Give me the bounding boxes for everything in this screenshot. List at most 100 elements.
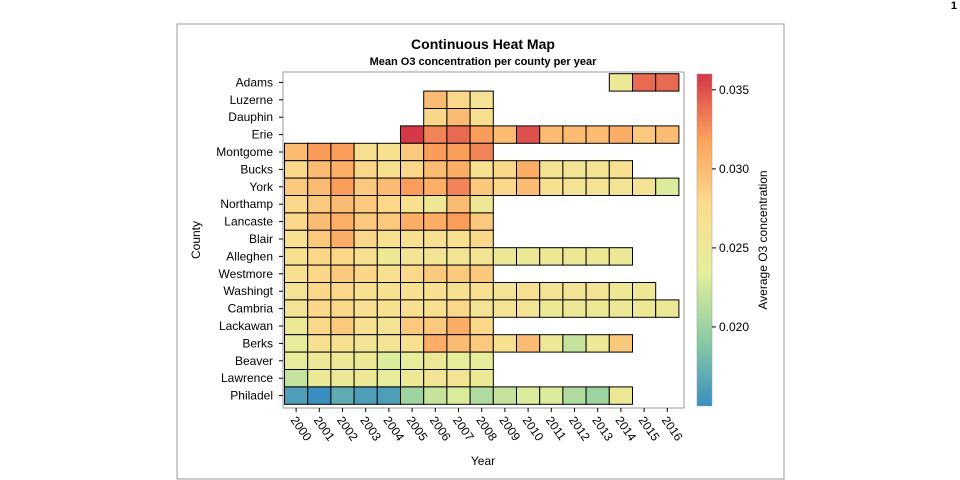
heatmap-cell: [446, 229, 471, 249]
heatmap-cell: [330, 334, 355, 353]
heatmap-cells: [284, 73, 680, 405]
heatmap-cell: [632, 299, 657, 318]
heatmap-cell: [284, 334, 309, 353]
heatmap-cell: [423, 160, 448, 179]
heatmap-cell: [423, 351, 448, 371]
heatmap-cell: [446, 282, 471, 301]
heatmap-cell: [562, 299, 587, 318]
heatmap-cell: [400, 299, 425, 318]
heatmap-cell: [632, 125, 657, 144]
heatmap-cell: [307, 229, 332, 249]
heatmap-cell: [492, 160, 517, 179]
heatmap-cell: [400, 142, 425, 162]
heatmap-cell: [353, 247, 378, 266]
chart-subtitle: Mean O3 concentration per county per yea…: [370, 56, 598, 68]
x-tick-label: 2009: [496, 414, 523, 444]
heatmap-cell: [400, 177, 425, 197]
heatmap-cell: [376, 282, 401, 301]
heatmap-cell: [423, 177, 448, 197]
heatmap-cell: [516, 334, 541, 353]
heatmap-cell: [446, 212, 471, 231]
heatmap-cell: [539, 282, 564, 301]
x-tick-label: 2003: [357, 414, 384, 444]
heatmap-cell: [469, 247, 494, 266]
heatmap-cell: [446, 108, 471, 127]
heatmap-cell: [400, 264, 425, 284]
heatmap-cell: [539, 334, 564, 353]
heatmap-cell: [539, 299, 564, 318]
heatmap-cell: [330, 386, 355, 405]
heatmap-cell: [307, 247, 332, 266]
heatmap-cell: [376, 177, 401, 197]
heatmap-cell: [423, 386, 448, 405]
heatmap-cell: [492, 282, 517, 301]
heatmap-cell: [353, 229, 378, 249]
heatmap-cell: [446, 334, 471, 353]
heatmap-cell: [284, 229, 309, 249]
heatmap-cell: [400, 282, 425, 301]
heatmap-cell: [655, 73, 680, 92]
heatmap-cell: [562, 334, 587, 353]
colorbar-tick-label: 0.030: [719, 162, 749, 176]
heatmap-cell: [516, 386, 541, 405]
heatmap-cell: [423, 142, 448, 162]
heatmap-cell: [400, 351, 425, 371]
x-tick-label: 2012: [566, 414, 593, 444]
heatmap-cell: [353, 316, 378, 336]
heatmap-cell: [376, 247, 401, 266]
heatmap-cell: [376, 299, 401, 318]
heatmap-cell: [376, 229, 401, 249]
heatmap-cell: [516, 282, 541, 301]
heatmap-cell: [284, 299, 309, 318]
heatmap-cell: [284, 369, 309, 388]
heatmap-cell: [376, 316, 401, 336]
heatmap-cell: [446, 90, 471, 109]
heatmap-cell: [307, 195, 332, 214]
y-tick-label: Beaver: [235, 354, 273, 368]
heatmap-cell: [284, 351, 309, 371]
heatmap-cell: [516, 177, 541, 197]
heatmap-cell: [376, 386, 401, 405]
heatmap-cell: [562, 282, 587, 301]
heatmap-cell: [400, 229, 425, 249]
y-tick-label: Lancaste: [224, 215, 273, 229]
x-tick-label: 2002: [334, 414, 361, 444]
heatmap-cell: [423, 90, 448, 109]
y-tick-label: Philadel: [230, 389, 273, 403]
x-tick-label: 2005: [404, 414, 431, 444]
heatmap-cell: [400, 212, 425, 231]
heatmap-cell: [376, 369, 401, 388]
heatmap-cell: [307, 160, 332, 179]
heatmap-cell: [632, 177, 657, 197]
heatmap-cell: [608, 160, 633, 179]
heatmap-cell: [376, 334, 401, 353]
heatmap-cell: [400, 369, 425, 388]
y-tick-label: Erie: [252, 128, 274, 142]
colorbar-tick-label: 0.035: [719, 83, 749, 97]
heatmap-cell: [353, 142, 378, 162]
heatmap-cell: [632, 73, 657, 92]
heatmap-cell: [330, 369, 355, 388]
heatmap-cell: [330, 160, 355, 179]
heatmap-cell: [330, 212, 355, 231]
heatmap-cell: [585, 386, 610, 405]
heatmap-cell: [469, 316, 494, 336]
x-tick-label: 2013: [589, 414, 616, 444]
heatmap-cell: [446, 299, 471, 318]
heatmap-cell: [446, 316, 471, 336]
y-tick-label: Adams: [236, 75, 273, 89]
heatmap-cell: [469, 212, 494, 231]
heatmap-cell: [400, 334, 425, 353]
heatmap-cell: [608, 282, 633, 301]
heatmap-cell: [446, 142, 471, 162]
heatmap-cell: [469, 386, 494, 405]
heatmap-cell: [585, 282, 610, 301]
heatmap-cell: [469, 369, 494, 388]
heatmap-cell: [423, 125, 448, 144]
x-tick-label: 2016: [659, 414, 686, 444]
heatmap-cell: [330, 316, 355, 336]
heatmap-cell: [585, 247, 610, 266]
chart-title: Continuous Heat Map: [411, 36, 555, 52]
heatmap-cell: [307, 316, 332, 336]
